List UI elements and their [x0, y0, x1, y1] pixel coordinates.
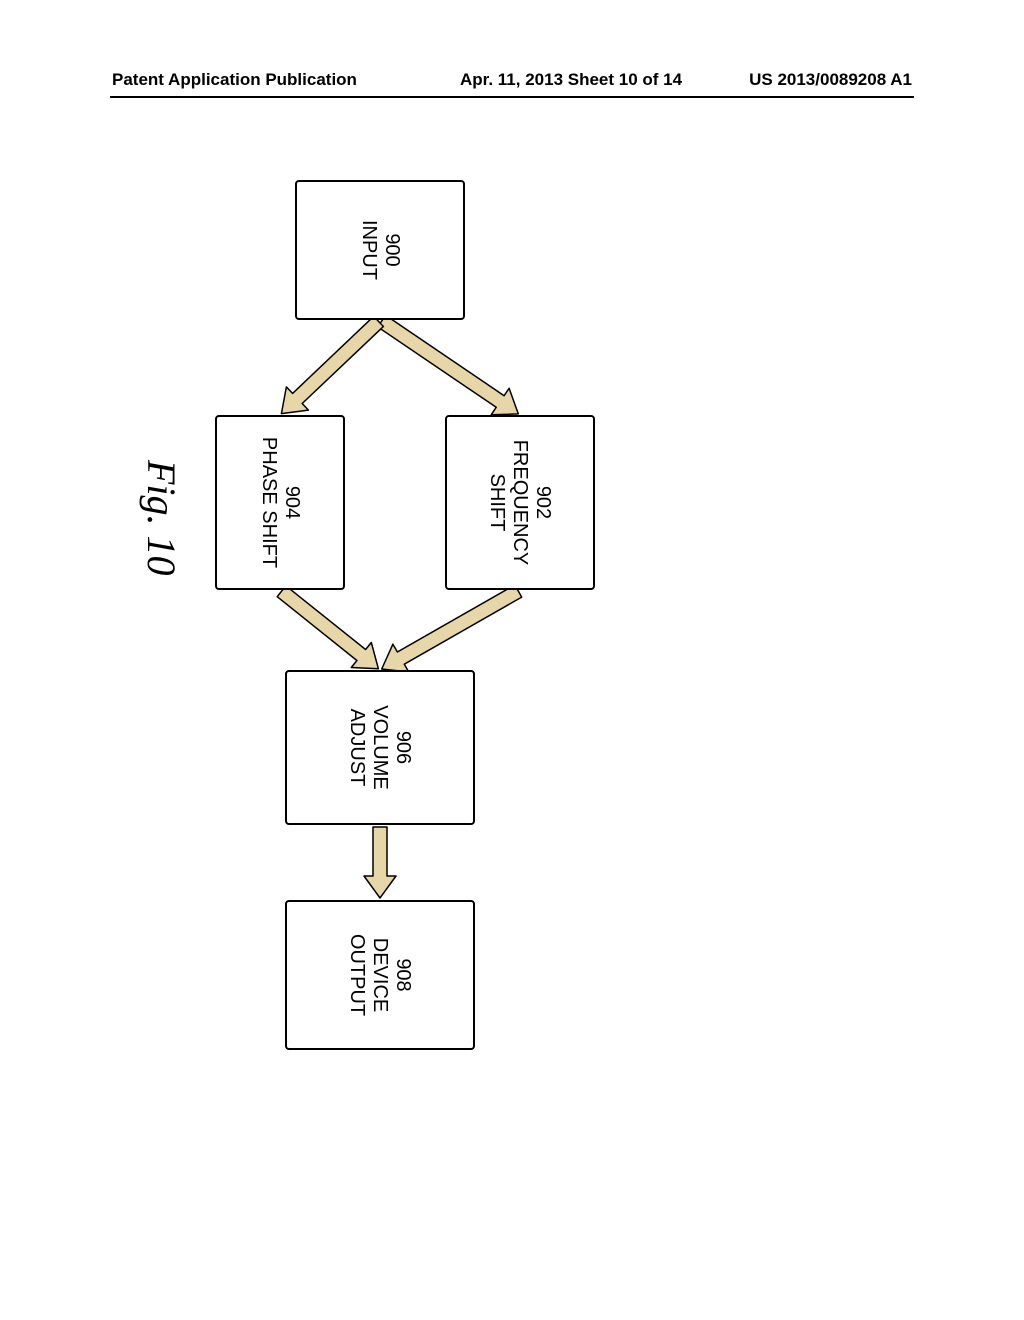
box-phase-num: 904	[280, 486, 303, 519]
box-phase-shift: 904 PHASE SHIFT	[215, 415, 345, 590]
header-right: US 2013/0089208 A1	[749, 70, 912, 90]
arrow-phase-to-volume	[277, 586, 378, 669]
box-output-num: 908	[392, 958, 415, 991]
box-freq-num: 902	[532, 486, 555, 519]
box-phase-label: PHASE SHIFT	[257, 437, 280, 568]
box-volume-adjust: 906 VOLUMEADJUST	[285, 670, 475, 825]
arrow-freq-to-volume	[382, 585, 522, 672]
box-device-output: 908 DEVICEOUTPUT	[285, 900, 475, 1050]
arrow-volume-to-output	[364, 827, 396, 898]
figure-10: 900 INPUT 902 FREQUENCYSHIFT 904 PHASE S…	[165, 180, 605, 1050]
arrow-input-to-phase	[281, 316, 383, 413]
header-mid: Apr. 11, 2013 Sheet 10 of 14	[460, 70, 682, 90]
header-left: Patent Application Publication	[112, 70, 357, 90]
box-volume-num: 906	[392, 731, 415, 764]
figure-label: Fig. 10	[138, 460, 185, 576]
box-input: 900 INPUT	[295, 180, 465, 320]
box-freq-label: FREQUENCYSHIFT	[486, 440, 532, 566]
arrow-input-to-freq	[378, 315, 519, 415]
box-frequency-shift: 902 FREQUENCYSHIFT	[445, 415, 595, 590]
box-output-label: DEVICEOUTPUT	[346, 934, 392, 1016]
box-input-label: INPUT	[357, 220, 380, 280]
box-volume-label: VOLUMEADJUST	[346, 705, 392, 789]
box-input-num: 900	[380, 233, 403, 266]
page: Patent Application Publication Apr. 11, …	[0, 0, 1024, 1320]
header-rule	[110, 96, 914, 98]
